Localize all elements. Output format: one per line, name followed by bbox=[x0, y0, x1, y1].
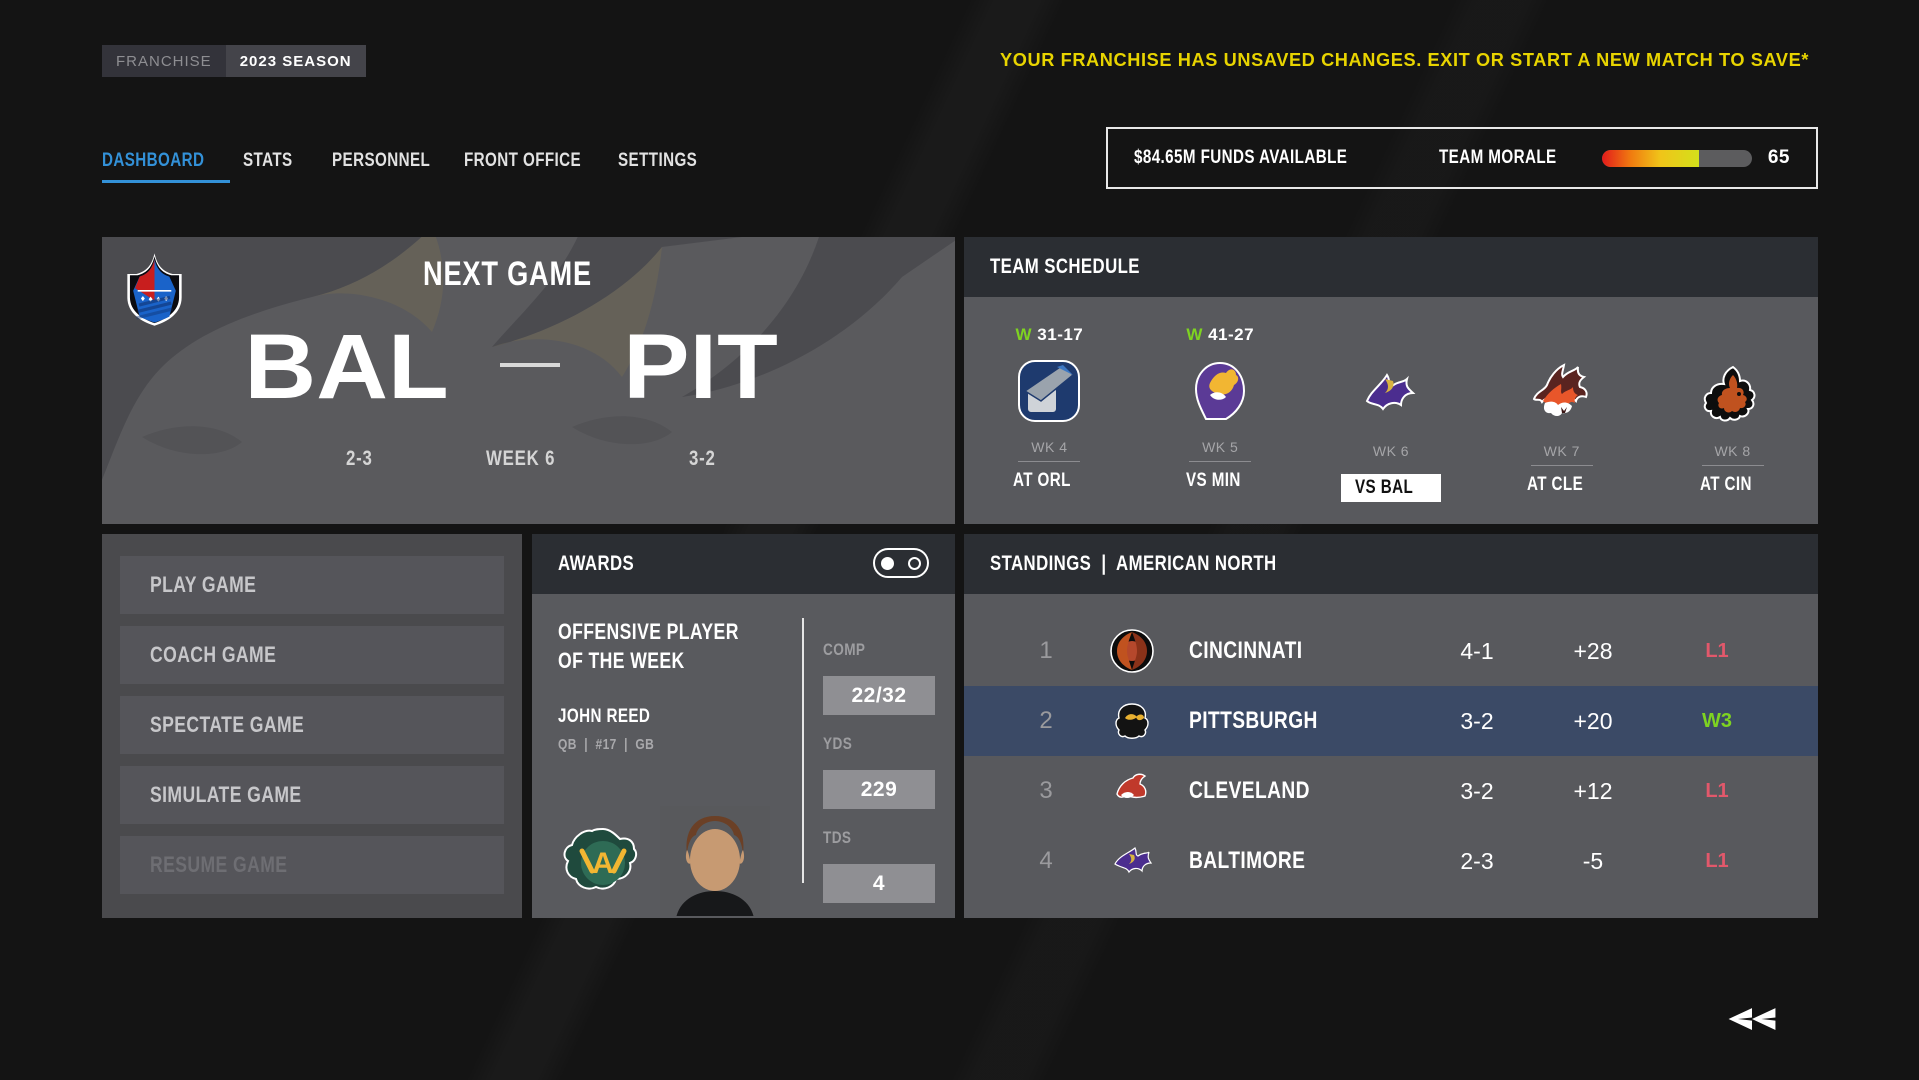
svg-text:A: A bbox=[592, 847, 614, 880]
